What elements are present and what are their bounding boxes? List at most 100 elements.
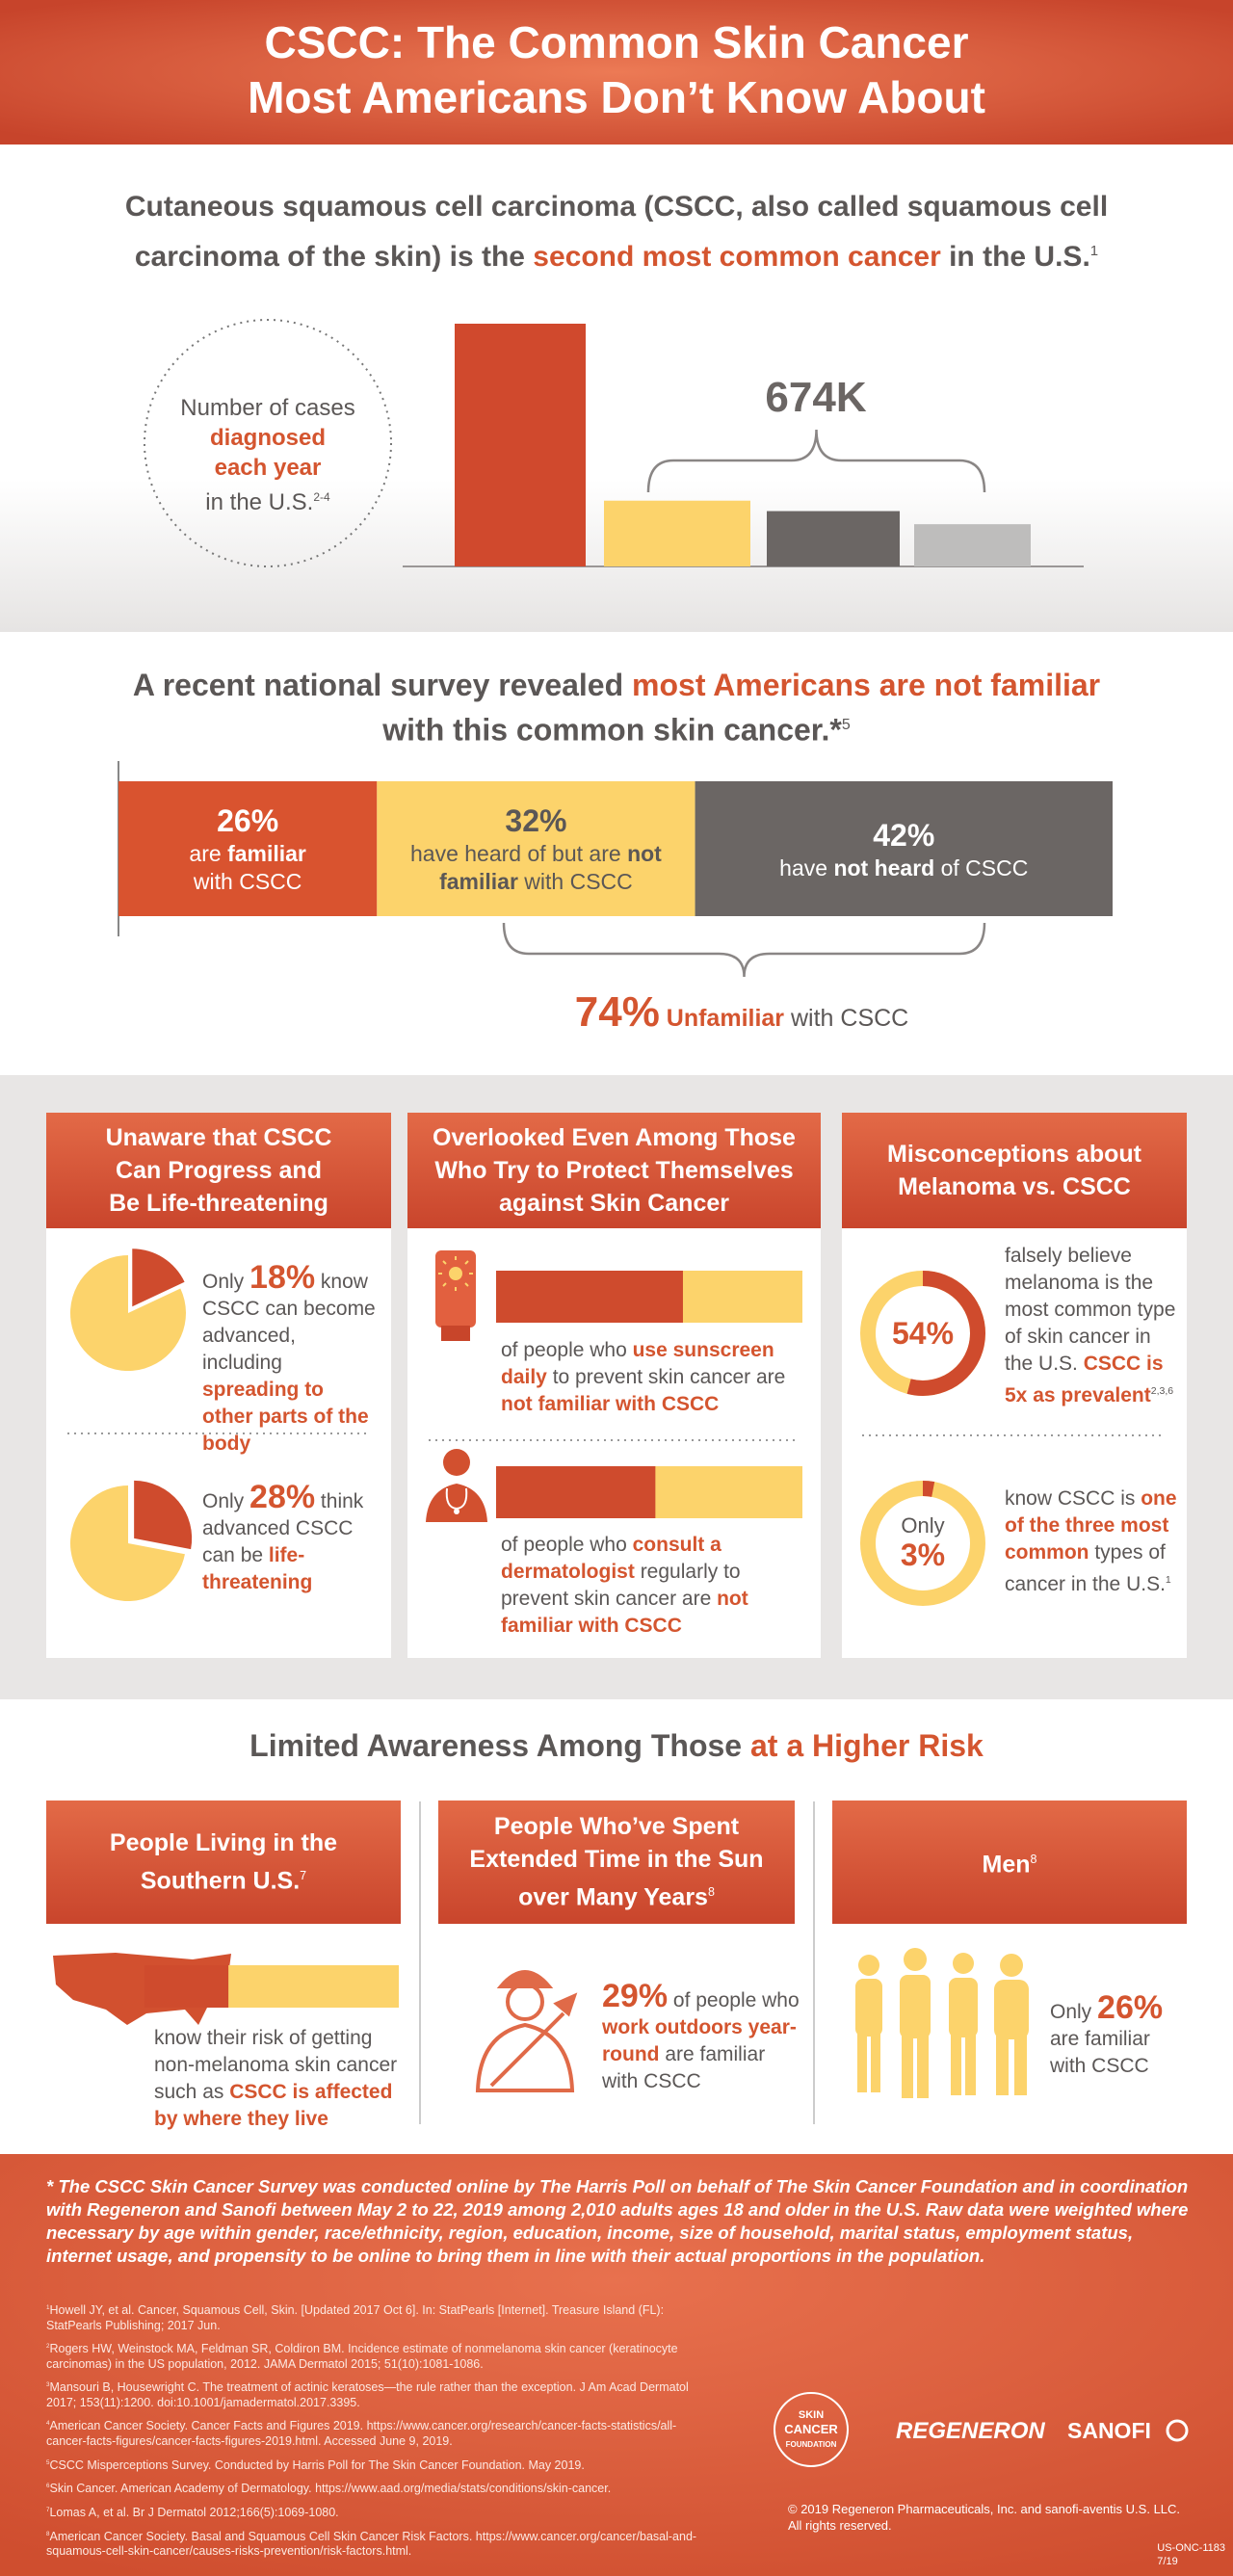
card-header: [842, 1113, 1187, 1228]
stat-text: falsely believe melanoma is the most com…: [1005, 1243, 1178, 1409]
stat-text: Only 26% are familiar with CSCC: [1050, 1991, 1185, 2080]
stat-pre: Only: [202, 1490, 245, 1512]
reference: 5CSCC Misperceptions Survey. Conducted b…: [46, 2456, 701, 2474]
title-line: with this common skin cancer.*5: [0, 705, 1233, 750]
intro-line: Cutaneous squamous cell carcinoma (CSCC,…: [124, 191, 1109, 223]
reference-number: 7: [46, 2506, 50, 2513]
bar: [496, 1271, 683, 1323]
stat-pre: Only: [202, 1271, 245, 1293]
title-line: Melanoma vs. CSCC: [898, 1173, 1131, 1200]
reference: 1Howell JY, et al. Cancer, Squamous Cell…: [46, 2300, 701, 2333]
stat-text: Only 28% think advanced CSCC can be life…: [202, 1481, 376, 1596]
sanofi-logo: SANOFI: [1067, 2418, 1151, 2443]
reference-text: Rogers HW, Weinstock MA, Feldman SR, Col…: [46, 2342, 678, 2371]
emphasis: use sunscreen daily: [501, 1339, 774, 1388]
bar: [496, 1466, 656, 1518]
reference: 3Mansouri B, Housewright C. The treatmen…: [46, 2378, 701, 2410]
intro-line: carcinoma of the skin) is the second mos…: [0, 229, 1233, 279]
stat-runs: know their risk of getting non-melanoma …: [154, 2027, 397, 2130]
title-line: Overlooked Even Among Those: [433, 1124, 796, 1151]
bar-label: [767, 512, 900, 566]
pie-slice: [132, 1249, 185, 1307]
text: are: [189, 841, 228, 866]
stat-label: 18%: [249, 1259, 316, 1296]
segment-desc: are familiar with CSCC: [171, 840, 325, 896]
text: with CSCC: [193, 869, 302, 894]
copyright: © 2019 Regeneron Pharmaceuticals, Inc. a…: [788, 2501, 1180, 2534]
text: to prevent skin cancer are: [546, 1366, 786, 1388]
stat-pre: Only: [1050, 2001, 1092, 2023]
total-label: 74%: [574, 988, 660, 1036]
total-rest: with CSCC: [784, 1005, 909, 1032]
stat-label: 26%: [1097, 1989, 1164, 2026]
text: with CSCC: [517, 869, 633, 894]
emphasis: not familiar with CSCC: [501, 1393, 720, 1415]
foundation-logo: [774, 2392, 849, 2467]
card-title: People Who’ve Spent Extended Time in the …: [438, 1801, 795, 1924]
title-text: Men: [982, 1851, 1031, 1879]
reference-text: American Cancer Society. Basal and Squam…: [46, 2529, 697, 2559]
ref: 1: [1165, 1574, 1171, 1586]
survey-note: * The CSCC Skin Cancer Survey was conduc…: [46, 2176, 1189, 2266]
segment-label: 42%: [873, 817, 935, 853]
text: regularly to prevent skin cancer are: [501, 1561, 741, 1610]
text: of people who: [501, 1534, 633, 1556]
risk-title: Limited Awareness Among Those at a Highe…: [0, 1728, 1233, 1764]
title-line: over Many Years8: [438, 1876, 795, 1913]
title-text: Southern U.S.: [140, 1867, 301, 1895]
note-circle: [144, 319, 392, 567]
logo-text: FOUNDATION: [786, 2440, 837, 2449]
stat-runs: falsely believe melanoma is the most com…: [1005, 1245, 1175, 1406]
title-line: Most Americans Don’t Know About: [248, 72, 985, 122]
intro-text: in the U.S.: [940, 241, 1090, 273]
segment-text: 42% have not heard of CSCC: [695, 781, 1113, 916]
donut-pre: Only: [901, 1513, 945, 1538]
sunscreen-icon: [435, 1250, 476, 1341]
pie-rest: [70, 1255, 186, 1371]
title-line: Be Life-threatening: [109, 1190, 328, 1217]
header-band: [0, 0, 1233, 145]
text: think advanced CSCC can be: [202, 1490, 364, 1566]
cases-band: [0, 294, 1233, 632]
bar: [914, 524, 1031, 566]
reference-number: 6: [46, 2483, 50, 2490]
reference-text: Lomas A, et al. Br J Dermatol 2012;166(5…: [49, 2506, 339, 2520]
emphasis: not familiar with CSCC: [501, 1588, 748, 1637]
bar: [604, 500, 750, 566]
emphasis: familiar: [227, 841, 306, 866]
separators: [67, 1433, 1166, 1441]
text: know CSCC is: [1005, 1487, 1141, 1510]
ref: 8: [1030, 1853, 1037, 1867]
title-line: People Who’ve Spent: [493, 1813, 740, 1841]
intro-highlight: second most common cancer: [533, 241, 941, 273]
text: are familiar with CSCC: [1050, 2028, 1150, 2077]
unfamiliar-total: 74% Unfamiliar with CSCC: [520, 988, 963, 1037]
segment-desc: have heard of but are not familiar with …: [399, 840, 673, 896]
stat-runs: of people who use sunscreen daily to pre…: [501, 1339, 785, 1415]
stat-text: know CSCC is one of the three most commo…: [1005, 1485, 1178, 1598]
title-text: Limited Awareness Among Those: [249, 1728, 750, 1763]
footer-band: [0, 2154, 1233, 2576]
text: of people who: [668, 1989, 800, 2011]
survey-title: A recent national survey revealed most A…: [0, 665, 1233, 750]
note-line: diagnosed: [209, 425, 326, 451]
reference: 6Skin Cancer. American Academy of Dermat…: [46, 2479, 701, 2497]
note-line: each year: [214, 455, 322, 481]
ref: 7: [300, 1869, 307, 1883]
code-line: 7/19: [1157, 2556, 1178, 2567]
ref: 2,3,6: [1150, 1385, 1174, 1397]
stat-runs: are familiar with CSCC: [1050, 2028, 1150, 2077]
emphasis: CSCC is 5x as prevalent: [1005, 1353, 1164, 1406]
segment-text: 32% have heard of but are not familiar wi…: [377, 781, 695, 916]
card-title: Unaware that CSCC Can Progress and Be Life…: [46, 1113, 391, 1228]
bar: [767, 511, 900, 566]
donut-value: 54%: [891, 1316, 955, 1351]
code-line: US-ONC-1183: [1157, 2542, 1225, 2554]
title-text: over Many Years: [518, 1883, 708, 1911]
stat-label: 29%: [602, 1978, 669, 2014]
stat-runs: of people who consult a dermatologist re…: [501, 1534, 748, 1637]
donut-arc: [860, 1271, 985, 1396]
card-title: People Living in the Southern U.S.7: [46, 1801, 401, 1924]
text: falsely believe melanoma is the most com…: [1005, 1245, 1176, 1375]
title-highlight: at a Higher Risk: [749, 1728, 984, 1763]
